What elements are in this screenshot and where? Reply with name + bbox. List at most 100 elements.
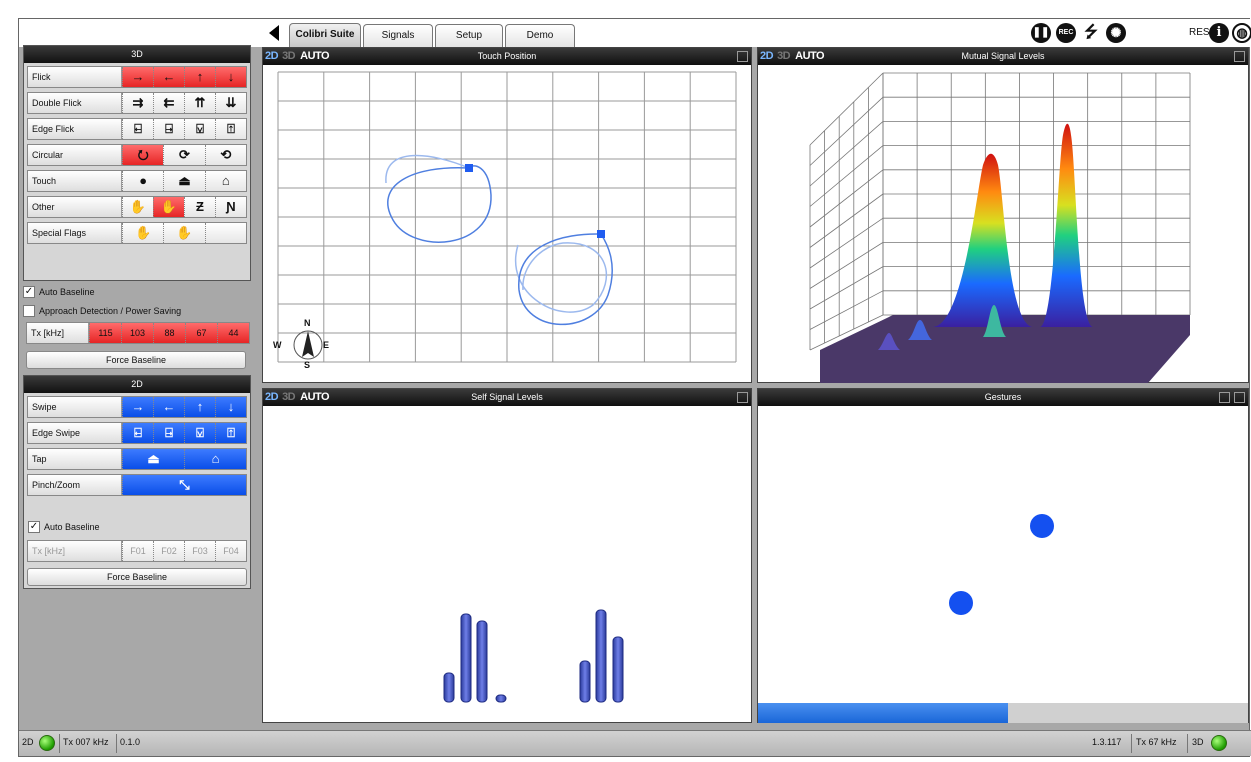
- gesture-toggle-3-0[interactable]: ⭮: [122, 145, 164, 165]
- gesture-row-touch: Touch ● ⏏ ⌂: [27, 170, 247, 192]
- usb-icon[interactable]: ⭍: [1084, 24, 1098, 41]
- gesture-toggle-3-1[interactable]: ⟳: [163, 145, 205, 165]
- self-signal-bar: [476, 620, 488, 703]
- panel-3d: 3D Flick → ← ↑ ↓ Double Flick ⇉ ⇇ ⇈ ⇊ Edge Flick ⍇ ⍈…: [23, 45, 251, 281]
- mode-auto[interactable]: AUTO: [300, 391, 330, 403]
- gesture-toggle-3-0[interactable]: ⤡: [122, 475, 246, 495]
- status-firmware-version: 1.3.117: [1092, 737, 1122, 747]
- gesture-toggle-0-3[interactable]: ↓: [215, 397, 246, 417]
- gear-icon[interactable]: ✺: [1106, 23, 1126, 43]
- gesture-toggle-1-3[interactable]: ⍐: [215, 423, 246, 443]
- expand-icon[interactable]: [1234, 51, 1245, 62]
- pause-icon[interactable]: ❚❚: [1031, 23, 1051, 43]
- signal-bump: [983, 305, 1006, 337]
- globe-icon[interactable]: ◍: [1232, 23, 1251, 43]
- force-baseline-3d-button[interactable]: Force Baseline: [26, 351, 246, 369]
- gesture-row-edge-flick: Edge Flick ⍇ ⍈ ⍌ ⍐: [27, 118, 247, 140]
- gesture-toggle-0-0[interactable]: →: [122, 397, 153, 417]
- gesture-toggle-0-2[interactable]: ↑: [184, 397, 215, 417]
- expand-icon[interactable]: [737, 392, 748, 403]
- gesture-toggle-1-1[interactable]: ⇇: [153, 93, 184, 113]
- gesture-toggle-4-0[interactable]: ●: [122, 171, 164, 191]
- auto-baseline-2d-checkbox[interactable]: ✓ Auto Baseline: [28, 519, 100, 535]
- status-version: 0.1.0: [120, 737, 141, 747]
- mode-auto[interactable]: AUTO: [795, 50, 825, 62]
- mode-2d[interactable]: 2D: [760, 50, 774, 62]
- tx-frequency-4[interactable]: 44: [217, 323, 249, 343]
- gesture-toggle-2-1[interactable]: ⍈: [153, 119, 184, 139]
- gesture-toggle-1-2[interactable]: ⍌: [184, 423, 215, 443]
- gesture-toggle-4-1[interactable]: ⏏: [163, 171, 205, 191]
- back-arrow-icon[interactable]: [269, 25, 279, 41]
- gestures-view: Gestures: [757, 388, 1249, 723]
- info-icon[interactable]: i: [1209, 23, 1229, 43]
- record-button[interactable]: REC: [1056, 23, 1076, 43]
- gesture-toggle-3-2[interactable]: ⟲: [204, 145, 246, 165]
- gesture-toggle-0-3[interactable]: ↓: [215, 67, 246, 87]
- expand-icon[interactable]: [1234, 392, 1245, 403]
- gesture-toggle-4-2[interactable]: ⌂: [204, 171, 246, 191]
- gesture-row-swipe: Swipe → ← ↑ ↓: [27, 396, 247, 418]
- panel-2d: 2D Swipe → ← ↑ ↓ Edge Swipe ⍇ ⍈ ⍌ ⍐ Tap ⏏ ⌂ Pinch/Zoo…: [23, 375, 251, 589]
- gesture-toggle-6-1[interactable]: ✋: [163, 223, 205, 243]
- tx-frequency-1[interactable]: 103: [121, 323, 153, 343]
- gesture-toggle-0-1[interactable]: ←: [153, 397, 184, 417]
- force-baseline-2d-button[interactable]: Force Baseline: [27, 568, 247, 586]
- tx-frequency-0[interactable]: F01: [122, 541, 153, 561]
- gesture-toggle-2-1[interactable]: ⌂: [184, 449, 246, 469]
- expand-icon[interactable]: [737, 51, 748, 62]
- tab-signals[interactable]: Signals: [363, 24, 433, 47]
- auto-baseline-3d-checkbox[interactable]: ✓ Auto Baseline: [23, 284, 95, 300]
- mode-3d[interactable]: 3D: [282, 391, 296, 403]
- gesture-toggle-1-0[interactable]: ⇉: [122, 93, 153, 113]
- tx-frequency-0[interactable]: 115: [89, 323, 121, 343]
- gesture-row-other: Other ✋ ✋ Ƶ Ɲ: [27, 196, 247, 218]
- checkbox-checked[interactable]: ✓: [23, 286, 35, 298]
- tab-demo[interactable]: Demo: [505, 24, 575, 47]
- tx-frequency-3[interactable]: F04: [215, 541, 246, 561]
- tx-frequency-1[interactable]: F02: [153, 541, 184, 561]
- gesture-toggle-1-3[interactable]: ⇊: [215, 93, 246, 113]
- gesture-toggle-5-3[interactable]: Ɲ: [215, 197, 246, 217]
- panel-2d-title: 2D: [24, 376, 250, 393]
- gesture-toggle-2-2[interactable]: ⍌: [184, 119, 215, 139]
- mode-3d[interactable]: 3D: [282, 50, 296, 62]
- gesture-toggle-1-0[interactable]: ⍇: [122, 423, 153, 443]
- restore-icon[interactable]: [1219, 392, 1230, 403]
- gesture-toggle-6-0[interactable]: ✋: [122, 223, 164, 243]
- status-mode-3d: 3D: [1192, 737, 1204, 747]
- approach-detection-label: Approach Detection / Power Saving: [39, 306, 182, 316]
- gesture-row-label: Touch: [28, 171, 122, 191]
- gesture-toggle-2-0[interactable]: ⏏: [122, 449, 184, 469]
- gesture-progress-track: [758, 703, 1248, 723]
- signal-bump: [878, 333, 900, 350]
- tx-frequency-2[interactable]: 88: [153, 323, 185, 343]
- touch-trail-1: [387, 165, 492, 243]
- gesture-toggle-0-0[interactable]: →: [122, 67, 153, 87]
- mode-2d[interactable]: 2D: [265, 391, 279, 403]
- tab-colibri-suite[interactable]: Colibri Suite: [289, 23, 361, 47]
- checkbox-unchecked[interactable]: [23, 305, 35, 317]
- mode-2d[interactable]: 2D: [265, 50, 279, 62]
- mode-auto[interactable]: AUTO: [300, 50, 330, 62]
- gesture-toggle-2-3[interactable]: ⍐: [215, 119, 246, 139]
- gesture-toggle-5-0[interactable]: ✋: [122, 197, 153, 217]
- gesture-toggle-2-0[interactable]: ⍇: [122, 119, 153, 139]
- mode-3d[interactable]: 3D: [777, 50, 791, 62]
- tab-setup[interactable]: Setup: [435, 24, 503, 47]
- gesture-toggle-5-2[interactable]: Ƶ: [184, 197, 215, 217]
- signal-floor: [820, 315, 1190, 383]
- gesture-row-label: Circular: [28, 145, 122, 165]
- gesture-toggle-6-2[interactable]: [204, 223, 246, 243]
- tx-frequency-2[interactable]: F03: [184, 541, 215, 561]
- reset-button[interactable]: RESET: [1189, 27, 1223, 38]
- gesture-toggle-1-1[interactable]: ⍈: [153, 423, 184, 443]
- tx-frequency-3[interactable]: 67: [185, 323, 217, 343]
- gesture-toggle-5-1[interactable]: ✋: [153, 197, 184, 217]
- checkbox-checked[interactable]: ✓: [28, 521, 40, 533]
- gesture-toggle-0-2[interactable]: ↑: [184, 67, 215, 87]
- gesture-toggle-1-2[interactable]: ⇈: [184, 93, 215, 113]
- approach-detection-checkbox[interactable]: Approach Detection / Power Saving: [23, 303, 181, 319]
- gesture-toggle-0-1[interactable]: ←: [153, 67, 184, 87]
- gesture-row-label: Special Flags: [28, 223, 122, 243]
